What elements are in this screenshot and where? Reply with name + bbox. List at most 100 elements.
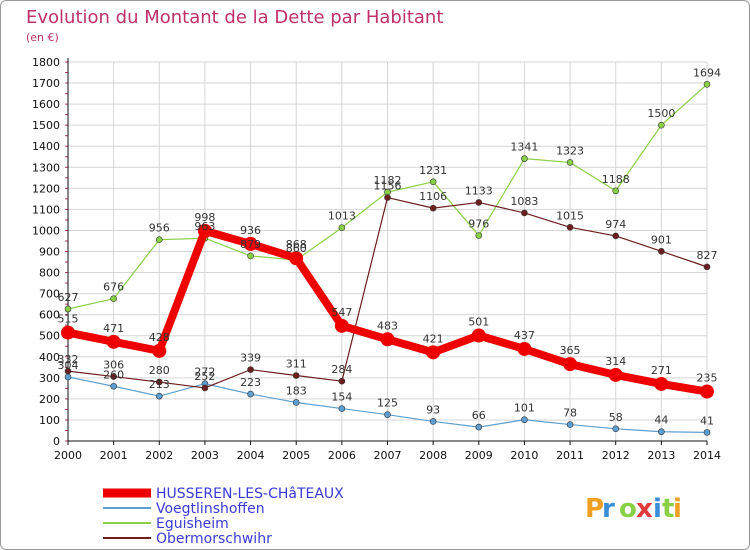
data-label: 627 (58, 291, 79, 304)
data-point (429, 204, 437, 212)
data-point (384, 194, 391, 201)
data-point (658, 121, 665, 129)
data-point (566, 421, 574, 428)
data-label: 1323 (556, 144, 584, 157)
y-tick-label: 1000 (32, 224, 60, 237)
data-label: 306 (103, 359, 124, 372)
data-label: 365 (560, 344, 581, 357)
data-point (110, 373, 117, 380)
data-label: 93 (426, 403, 440, 416)
data-label: 1106 (419, 190, 447, 203)
y-tick-label: 500 (39, 330, 60, 343)
legend: HUSSEREN-LES-CHâTEAUXVoegtlinshoffenEgui… (103, 486, 344, 547)
data-label: 154 (331, 391, 352, 404)
y-tick-label: 1500 (32, 119, 60, 132)
legend-label: Voegtlinshoffen (156, 501, 265, 517)
y-tick-label: 1600 (32, 98, 60, 111)
data-point (426, 345, 441, 360)
data-label: 471 (103, 322, 124, 335)
data-label: 223 (240, 376, 261, 389)
x-tick-label: 2005 (282, 449, 310, 462)
data-point (563, 357, 578, 372)
data-point (64, 373, 72, 381)
data-label: 1341 (510, 141, 538, 154)
data-point (703, 429, 711, 436)
data-point (658, 247, 665, 255)
logo-letter: x (636, 494, 653, 524)
data-label: 213 (149, 378, 170, 391)
data-label: 936 (240, 224, 261, 237)
y-tick-label: 700 (39, 288, 60, 301)
y-tick-label: 1800 (32, 56, 60, 69)
data-label: 421 (423, 332, 444, 345)
data-point (64, 305, 72, 313)
data-label: 976 (468, 217, 489, 230)
x-tick-label: 2001 (100, 449, 128, 462)
data-point (475, 423, 483, 431)
data-point (110, 295, 117, 302)
x-tick-label: 2002 (145, 449, 173, 462)
chart-title: Evolution du Montant de la Dette par Hab… (26, 7, 443, 28)
data-point (471, 328, 486, 343)
data-point (338, 405, 346, 412)
data-point (521, 209, 528, 217)
data-label: 260 (103, 368, 124, 381)
data-point (152, 343, 167, 358)
data-label: 280 (149, 364, 170, 377)
x-tick-label: 2007 (374, 449, 402, 462)
data-label: 235 (697, 372, 718, 385)
logo-letter: t (662, 494, 674, 524)
data-point (155, 392, 163, 400)
x-tick-label: 2011 (556, 449, 584, 462)
data-label: 501 (468, 316, 489, 329)
data-point (201, 384, 209, 392)
data-point (429, 178, 437, 186)
data-label: 868 (286, 238, 307, 251)
data-label: 963 (194, 220, 215, 233)
y-tick-label: 1300 (32, 161, 60, 174)
data-label: 1182 (374, 174, 402, 187)
x-tick-label: 2014 (693, 449, 721, 462)
y-tick-label: 1700 (32, 77, 60, 90)
data-label: 125 (377, 397, 398, 410)
data-label: 1156 (374, 180, 402, 193)
data-label: 304 (58, 359, 79, 372)
data-point (292, 372, 300, 379)
y-tick-label: 400 (39, 351, 60, 364)
data-label: 41 (700, 414, 714, 427)
data-label: 252 (194, 370, 215, 383)
data-point (654, 376, 669, 391)
x-tick-label: 2013 (647, 449, 675, 462)
data-point (61, 325, 75, 340)
proxiti-logo: Pr o x i ti (585, 494, 682, 524)
legend-label: Obermorschwihr (156, 531, 272, 547)
x-tick-label: 2012 (602, 449, 630, 462)
data-point (475, 199, 483, 206)
data-label: 284 (331, 363, 352, 376)
data-label: 547 (331, 306, 352, 319)
x-tick-label: 2008 (419, 449, 447, 462)
data-label: 332 (58, 353, 79, 366)
data-point (247, 390, 254, 398)
data-point (64, 367, 72, 375)
data-point (566, 159, 574, 166)
data-point (338, 224, 346, 232)
data-label: 827 (697, 249, 718, 262)
data-point (612, 232, 620, 240)
data-point (106, 334, 121, 349)
data-label: 860 (286, 242, 307, 255)
y-tick-label: 0 (53, 435, 60, 448)
data-point (521, 416, 528, 424)
data-point (608, 367, 623, 382)
x-tick-label: 2004 (237, 449, 265, 462)
logo-letter: o (619, 494, 637, 524)
data-label: 1133 (465, 184, 493, 197)
data-label: 183 (286, 384, 307, 397)
data-label: 1083 (510, 195, 538, 208)
data-label: 101 (514, 402, 535, 415)
data-point (243, 236, 258, 251)
data-label: 515 (58, 313, 79, 326)
data-point (155, 378, 163, 386)
logo-letter: P (585, 494, 604, 524)
